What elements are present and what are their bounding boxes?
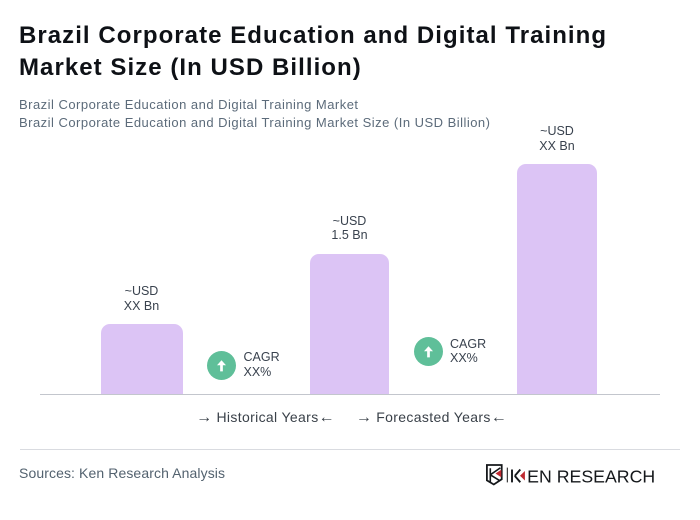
svg-text:EN RESEARCH: EN RESEARCH (527, 466, 655, 486)
